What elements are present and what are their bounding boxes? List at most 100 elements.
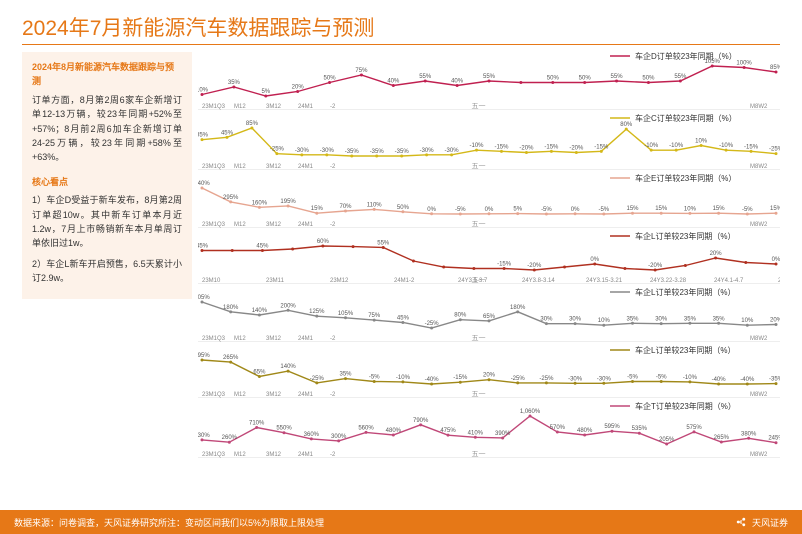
chart-value-label: 10% xyxy=(198,88,209,94)
chart-value-label: 50% xyxy=(642,76,655,82)
footer-logo: 天风证券 xyxy=(734,515,788,529)
chart-value-label: 0% xyxy=(772,257,780,263)
chart-value-label: 80% xyxy=(620,122,633,128)
lp-para1: 订单方面，8月第2周6家车企新增订单12-13万辆，较23年同期+52%至+57… xyxy=(32,93,182,165)
chart-value-label: 110% xyxy=(367,202,383,208)
chart-value-label: 30% xyxy=(569,317,582,323)
chart-value-label: 0% xyxy=(427,207,436,213)
chart-value-label: 45% xyxy=(221,130,234,136)
chart-value-label: 55% xyxy=(611,74,624,80)
chart-value-label: 75% xyxy=(355,68,368,74)
page-title: 2024年7月新能源汽车数据跟踪与预测 xyxy=(22,12,374,42)
chart-value-label: -15% xyxy=(497,262,512,268)
chart-value-label: 245% xyxy=(768,436,780,442)
chart-value-label: -30% xyxy=(568,376,583,382)
five-one-marker: 五一 xyxy=(472,102,486,110)
chart-value-label: 295% xyxy=(223,195,239,201)
chart-value-label: 60% xyxy=(317,239,330,245)
chart-value-label: 35% xyxy=(198,133,209,139)
chart-row-6: 车企T订单较23年同期（%）330%260%710%550%360%300%56… xyxy=(198,398,780,458)
chart-value-label: -10% xyxy=(644,143,659,149)
chart-value-label: 10% xyxy=(741,318,754,324)
charts-region: 车企D订单较23年同期（%）10%35%5%20%50%75%40%55%40%… xyxy=(198,48,780,500)
chart-value-label: -15% xyxy=(494,144,509,150)
chart-value-label: 85% xyxy=(246,121,259,127)
chart-value-label: 305% xyxy=(198,295,210,301)
chart-value-label: -15% xyxy=(744,144,759,150)
brand-logo-icon xyxy=(734,515,748,529)
chart-value-label: 20% xyxy=(710,251,723,257)
chart-value-label: 15% xyxy=(770,206,780,212)
chart-value-label: 410% xyxy=(468,430,484,436)
chart-axis-label: 3M12 xyxy=(266,452,282,458)
chart-legend-3: 车企L订单较23年同期（%） xyxy=(635,231,735,241)
chart-value-label: 35% xyxy=(228,80,241,86)
chart-value-label: 75% xyxy=(368,313,381,319)
chart-value-label: 710% xyxy=(249,420,265,426)
chart-value-label: 140% xyxy=(280,364,296,370)
chart-value-label: 480% xyxy=(577,428,593,434)
lp-subheading: 核心看点 xyxy=(32,175,182,189)
chart-value-label: 105% xyxy=(338,311,354,317)
chart-value-label: 5% xyxy=(261,89,270,95)
chart-value-label: 140% xyxy=(252,308,268,314)
chart-value-label: 40% xyxy=(387,79,400,85)
chart-value-label: 0% xyxy=(485,207,494,213)
chart-value-label: 35% xyxy=(339,372,352,378)
chart-value-label: 55% xyxy=(674,74,687,80)
chart-value-label: -30% xyxy=(420,148,435,154)
chart-value-label: 15% xyxy=(713,206,726,212)
chart-value-label: -5% xyxy=(742,207,753,213)
chart-value-label: 65% xyxy=(253,369,266,375)
chart-value-label: 300% xyxy=(331,434,347,440)
footer-source: 数据来源：问卷调查，天风证券研究所注：变动区间我们以5%为限取上限处理 xyxy=(14,516,324,529)
chart-row-1: 车企C订单较23年同期（%）35%45%85%-25%-30%-30%-35%-… xyxy=(198,110,780,170)
chart-row-3: 车企L订单较23年同期（%）45%45%60%55%-15%-20%0%-20%… xyxy=(198,228,780,284)
chart-legend-5: 车企L订单较23年同期（%） xyxy=(635,345,735,355)
chart-value-label: -20% xyxy=(648,263,663,269)
chart-value-label: 105% xyxy=(705,59,721,65)
chart-value-label: -30% xyxy=(295,148,310,154)
chart-value-label: 70% xyxy=(339,204,352,210)
chart-value-label: 10% xyxy=(695,139,708,145)
chart-value-label: -10% xyxy=(470,143,485,149)
five-one-marker: 五一 xyxy=(472,276,486,284)
chart-legend-6: 车企T订单较23年同期（%） xyxy=(635,401,736,411)
chart-value-label: -20% xyxy=(569,146,584,152)
chart-value-label: 475% xyxy=(440,428,456,434)
chart-value-label: 360% xyxy=(304,432,320,438)
chart-value-label: -25% xyxy=(511,376,526,382)
chart-value-label: 550% xyxy=(276,426,292,432)
chart-axis-label: M12 xyxy=(234,452,246,458)
chart-axis-right: M8W2 xyxy=(750,452,768,458)
chart-value-label: -40% xyxy=(740,377,755,383)
chart-line-1 xyxy=(202,128,776,156)
lp-heading: 2024年8月新能源汽车数据跟踪与预测 xyxy=(32,60,182,89)
chart-value-label: -10% xyxy=(719,143,734,149)
title-underline xyxy=(22,44,780,45)
chart-svg-4: 车企L订单较23年同期（%）305%180%140%200%125%105%75… xyxy=(198,284,780,342)
chart-value-label: 570% xyxy=(550,425,566,431)
chart-value-label: -5% xyxy=(627,374,638,380)
chart-value-label: 560% xyxy=(358,425,374,431)
chart-value-label: 1,060% xyxy=(520,409,541,415)
chart-value-label: -30% xyxy=(320,148,335,154)
chart-value-label: 195% xyxy=(280,199,296,205)
chart-value-label: 40% xyxy=(451,79,464,85)
lp-para2: 1）车企D受益于新车发布，8月第2周订单超10w。其中新车订单本月近1.2w，7… xyxy=(32,193,182,251)
chart-value-label: -5% xyxy=(598,207,609,213)
chart-value-label: -30% xyxy=(597,376,612,382)
footer-bar: 数据来源：问卷调查，天风证券研究所注：变动区间我们以5%为限取上限处理 天风证券 xyxy=(0,510,802,534)
chart-value-label: 85% xyxy=(770,65,780,71)
chart-svg-0: 车企D订单较23年同期（%）10%35%5%20%50%75%40%55%40%… xyxy=(198,48,780,110)
chart-value-label: -35% xyxy=(769,377,780,383)
chart-value-label: 380% xyxy=(741,431,757,437)
chart-value-label: 100% xyxy=(736,61,752,67)
chart-value-label: 15% xyxy=(626,206,639,212)
chart-value-label: -35% xyxy=(395,149,410,155)
chart-axis-label: 24M1 xyxy=(298,452,314,458)
chart-value-label: -10% xyxy=(683,375,698,381)
chart-value-label: 265% xyxy=(714,435,730,441)
chart-legend-2: 车企E订单较23年同期（%） xyxy=(635,173,736,183)
chart-value-label: 20% xyxy=(483,373,496,379)
